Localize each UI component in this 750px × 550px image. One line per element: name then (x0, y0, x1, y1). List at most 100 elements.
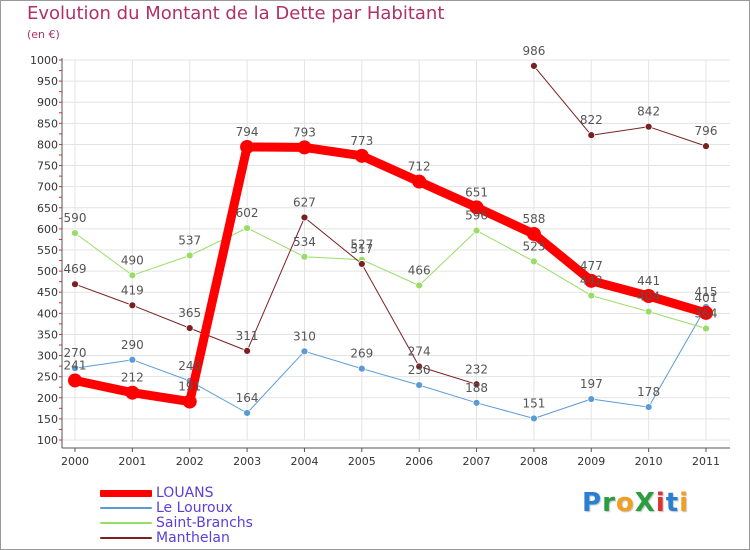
data-point-saint-branchs (415, 281, 424, 290)
proxiti-logo: ProXiti (582, 488, 689, 518)
legend-swatch-manthelan (100, 537, 152, 539)
data-point-louans (641, 289, 656, 304)
data-label-le-louroux: 230 (408, 363, 431, 377)
data-label-saint-branchs: 442 (580, 274, 603, 288)
data-label-saint-branchs: 466 (408, 263, 431, 277)
legend-swatch-louans (100, 490, 152, 497)
data-label-louans: 651 (465, 185, 488, 199)
y-tick-label: 850 (37, 117, 58, 130)
data-point-saint-branchs (243, 224, 251, 232)
data-label-saint-branchs: 602 (236, 206, 259, 220)
data-label-saint-branchs: 404 (637, 290, 660, 304)
data-point-manthelan (71, 280, 79, 289)
data-point-louans (125, 385, 140, 400)
logo-letter: i (679, 488, 690, 518)
logo-letter: o (615, 488, 635, 518)
data-point-louans (469, 200, 484, 215)
series-line-manthelan (74, 65, 707, 385)
y-tick-label: 700 (37, 181, 58, 194)
y-tick-label: 500 (37, 265, 58, 278)
y-tick-label: 550 (37, 244, 58, 257)
data-label-le-louroux: 269 (350, 347, 373, 361)
data-point-saint-branchs (587, 291, 596, 300)
data-label-manthelan: 822 (580, 113, 603, 127)
x-tick-label: 2001 (118, 455, 146, 468)
legend-label-le-louroux: Le Louroux (156, 500, 233, 516)
y-tick-label: 1000 (30, 54, 58, 67)
data-label-manthelan: 517 (350, 242, 373, 256)
data-point-le-louroux (128, 355, 137, 364)
data-label-manthelan: 469 (64, 262, 87, 276)
y-tick-label: 150 (37, 413, 58, 426)
data-label-louans: 241 (64, 358, 87, 372)
y-tick-label: 400 (37, 307, 58, 320)
data-point-saint-branchs (702, 324, 710, 333)
data-point-saint-branchs (128, 271, 137, 280)
data-point-le-louroux (530, 414, 538, 423)
data-point-le-louroux (587, 395, 596, 403)
data-label-manthelan: 419 (121, 283, 144, 297)
logo-letter: t (665, 488, 680, 518)
data-point-manthelan (357, 260, 366, 268)
data-label-saint-branchs: 537 (178, 233, 201, 247)
data-point-louans (412, 174, 427, 189)
y-tick-label: 600 (37, 223, 58, 236)
data-label-louans: 588 (522, 212, 545, 226)
series-line-louans (70, 142, 711, 407)
data-label-le-louroux: 151 (522, 396, 545, 410)
data-label-manthelan: 986 (522, 44, 545, 58)
data-label-manthelan: 311 (236, 329, 259, 343)
data-point-saint-branchs (300, 252, 309, 261)
x-tick-label: 2002 (176, 455, 204, 468)
data-point-louans (297, 140, 312, 155)
legend-swatch-le-louroux (100, 507, 152, 509)
data-label-saint-branchs: 490 (121, 253, 144, 267)
logo-letter: X (634, 488, 656, 518)
data-point-le-louroux (472, 398, 481, 407)
data-point-manthelan (243, 347, 251, 355)
legend-swatch-saint-branchs (100, 522, 152, 524)
series-line-saint-branchs (74, 227, 707, 329)
x-tick-label: 2007 (463, 455, 491, 468)
data-point-louans (526, 226, 541, 241)
data-label-louans: 793 (293, 125, 316, 139)
legend-label-manthelan: Manthelan (156, 530, 230, 546)
legend-label-louans: LOUANS (156, 485, 214, 501)
data-point-saint-branchs (644, 307, 653, 316)
data-label-le-louroux: 164 (236, 391, 259, 405)
data-label-louans: 191 (178, 380, 201, 394)
data-point-louans (68, 373, 82, 388)
data-label-saint-branchs: 590 (64, 211, 87, 225)
y-tick-label: 650 (37, 202, 58, 215)
data-point-manthelan (702, 142, 710, 151)
data-point-le-louroux (71, 364, 79, 373)
legend-label-saint-branchs: Saint-Branchs (156, 515, 253, 531)
data-label-louans: 441 (637, 274, 660, 288)
data-point-manthelan (300, 213, 309, 222)
data-label-le-louroux: 178 (637, 385, 660, 399)
data-label-saint-branchs: 596 (465, 209, 488, 223)
data-point-manthelan (644, 122, 653, 131)
data-point-louans (699, 305, 713, 320)
data-point-le-louroux (644, 403, 653, 411)
x-tick-label: 2006 (405, 455, 433, 468)
chart-title: Evolution du Montant de la Dette par Hab… (27, 3, 445, 24)
x-tick-label: 2011 (692, 455, 720, 468)
logo-letter: i (655, 488, 666, 518)
data-label-manthelan: 232 (465, 362, 488, 376)
y-tick-label: 250 (37, 371, 58, 384)
data-label-louans: 794 (236, 125, 259, 139)
data-label-manthelan: 796 (695, 124, 718, 138)
x-tick-label: 2008 (520, 455, 548, 468)
data-point-manthelan (587, 131, 596, 140)
data-label-le-louroux: 197 (580, 377, 603, 391)
data-point-manthelan (128, 301, 137, 310)
x-tick-label: 2000 (61, 455, 89, 468)
y-tick-label: 750 (37, 160, 58, 173)
data-point-manthelan (415, 362, 424, 371)
x-tick-label: 2005 (348, 455, 376, 468)
data-point-manthelan (472, 380, 481, 389)
y-tick-label: 450 (37, 286, 58, 299)
data-point-le-louroux (415, 381, 424, 390)
